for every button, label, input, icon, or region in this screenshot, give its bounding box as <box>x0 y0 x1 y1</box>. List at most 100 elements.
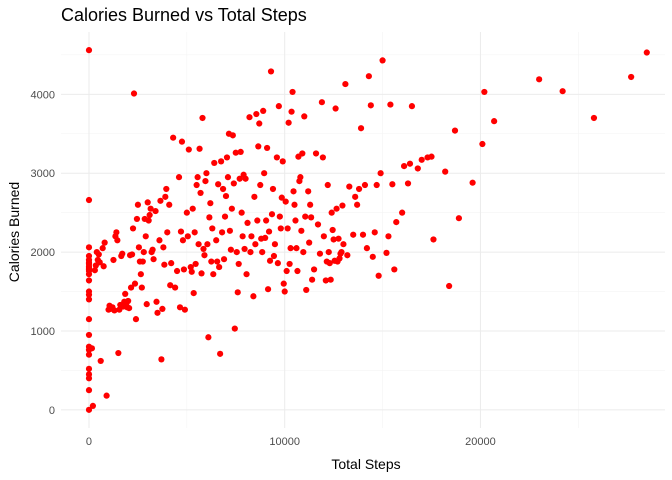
data-point <box>168 260 175 267</box>
data-point <box>222 192 230 200</box>
data-point <box>85 375 93 382</box>
y-tick-label: 2000 <box>31 247 55 259</box>
data-point <box>236 175 243 182</box>
data-point <box>175 174 183 181</box>
data-point <box>207 200 214 207</box>
data-point <box>128 251 136 258</box>
data-point <box>363 245 371 252</box>
data-point <box>559 88 566 95</box>
data-point <box>263 144 271 152</box>
data-point <box>232 149 239 156</box>
data-point <box>239 233 246 240</box>
data-point <box>122 290 129 297</box>
data-point <box>428 153 435 160</box>
data-point <box>314 221 322 228</box>
data-point <box>373 181 380 189</box>
data-point <box>293 245 300 252</box>
data-point <box>256 120 263 127</box>
data-point <box>85 316 93 323</box>
data-point <box>199 114 206 122</box>
data-point <box>267 68 275 75</box>
data-point <box>300 248 307 256</box>
data-point <box>269 185 277 193</box>
data-point <box>305 188 312 195</box>
data-point <box>286 260 293 268</box>
data-point <box>223 154 231 161</box>
data-point <box>129 225 137 232</box>
x-tick-labels: 0 10000 20000 <box>86 436 496 448</box>
data-point <box>85 365 93 372</box>
data-point <box>143 301 150 308</box>
data-point <box>217 350 224 357</box>
data-point <box>307 201 314 208</box>
data-point <box>200 245 207 253</box>
data-point <box>192 260 199 268</box>
data-point <box>176 304 184 311</box>
data-point <box>241 245 248 253</box>
data-point <box>327 276 334 283</box>
data-point <box>290 188 297 195</box>
data-point <box>299 150 306 157</box>
data-point <box>194 174 201 181</box>
data-point <box>354 201 361 208</box>
data-point <box>208 258 215 265</box>
data-point <box>234 289 241 296</box>
data-point <box>181 306 188 313</box>
data-point <box>215 181 222 188</box>
data-point <box>227 246 234 253</box>
data-point <box>198 270 205 277</box>
data-point <box>365 73 372 80</box>
data-point <box>279 158 286 165</box>
data-point <box>254 217 261 224</box>
data-point <box>159 305 166 312</box>
data-point <box>391 266 398 273</box>
x-tick-label: 10000 <box>269 436 300 448</box>
data-point <box>401 163 408 170</box>
data-point <box>235 260 242 268</box>
data-point <box>147 205 154 212</box>
data-point <box>333 205 340 212</box>
data-point <box>224 174 232 181</box>
data-point <box>85 331 93 339</box>
data-point <box>113 229 120 236</box>
data-point <box>204 241 211 248</box>
data-point <box>163 185 170 193</box>
data-point <box>250 293 257 300</box>
data-point <box>220 256 228 263</box>
data-point <box>100 263 107 270</box>
data-point <box>346 183 353 190</box>
data-point <box>406 160 414 167</box>
data-point <box>111 307 118 314</box>
data-point <box>264 286 272 293</box>
data-point <box>260 107 267 114</box>
data-point <box>127 284 135 291</box>
data-point <box>205 334 212 341</box>
data-point <box>389 181 396 188</box>
data-point <box>95 251 102 258</box>
y-tick-label: 0 <box>49 405 55 417</box>
data-point <box>152 207 159 215</box>
data-point <box>101 239 108 246</box>
data-point <box>414 165 421 172</box>
data-point <box>190 290 197 297</box>
data-point <box>150 256 157 263</box>
data-point <box>338 248 345 256</box>
data-point <box>335 235 342 242</box>
data-point <box>195 241 202 248</box>
data-point <box>226 227 234 234</box>
data-point <box>385 233 392 240</box>
data-point <box>191 229 198 236</box>
data-point <box>160 244 167 251</box>
data-point <box>628 73 635 81</box>
data-point <box>242 175 249 182</box>
data-point <box>404 180 412 187</box>
data-point <box>342 80 349 88</box>
data-point <box>209 225 216 232</box>
data-point <box>303 286 310 294</box>
data-point <box>216 263 223 271</box>
y-tick-label: 4000 <box>31 89 55 101</box>
data-point <box>383 249 390 256</box>
data-point <box>266 257 274 264</box>
data-point <box>85 296 93 303</box>
